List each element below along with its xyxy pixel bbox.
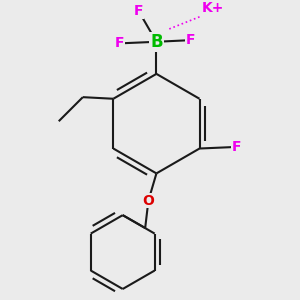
Text: B: B <box>150 33 163 51</box>
Text: O: O <box>142 194 154 208</box>
Text: F: F <box>185 33 195 47</box>
Text: F: F <box>134 4 143 18</box>
Text: K+: K+ <box>201 1 224 15</box>
Text: F: F <box>232 140 241 154</box>
Text: F: F <box>115 36 124 50</box>
